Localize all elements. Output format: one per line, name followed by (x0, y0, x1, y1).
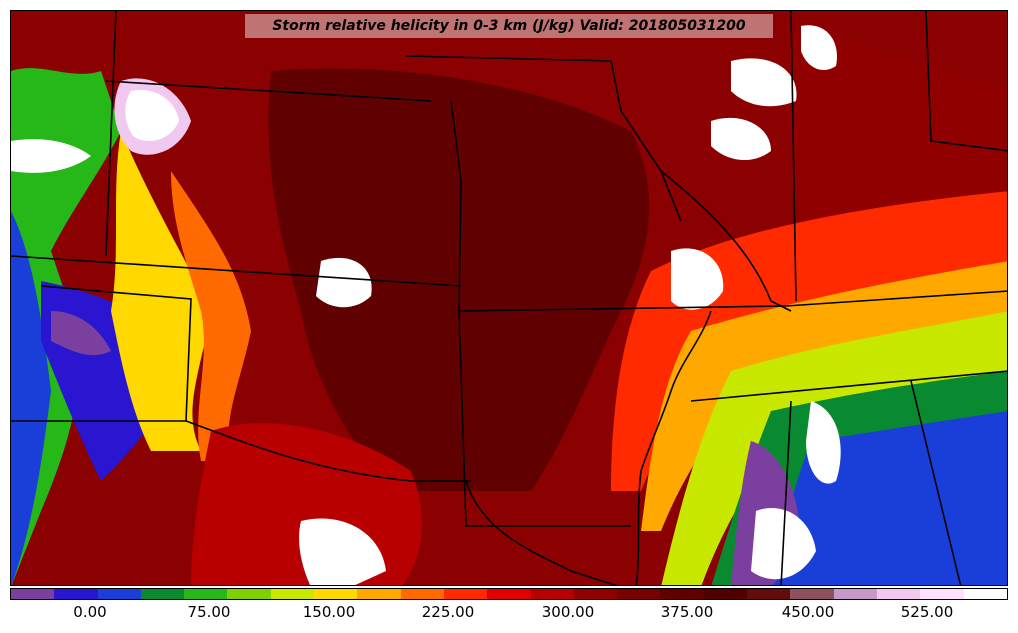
border-line (11, 255, 462, 287)
colorbar-swatch (747, 589, 791, 599)
east-orange-band (641, 261, 1007, 531)
colorbar-tick-label: 525.00 (900, 603, 954, 621)
colorbar-tick-label: 450.00 (781, 603, 835, 621)
east-white-patch (671, 248, 724, 310)
central-white-patch (316, 257, 372, 308)
colorbar-tick-label: 300.00 (541, 603, 595, 621)
colorbar (10, 588, 1008, 600)
map-title: Storm relative helicity in 0-3 km (J/kg)… (245, 14, 773, 38)
border-line (11, 285, 192, 422)
border-line (660, 170, 792, 312)
border-line (465, 480, 618, 585)
northeast-white-patch-1 (731, 58, 797, 107)
border-line (105, 11, 117, 257)
colorbar-tick-label: 375.00 (660, 603, 714, 621)
colorbar-swatch (270, 589, 315, 599)
border-line (458, 305, 787, 312)
colorbar-swatch (833, 589, 877, 599)
colorbar-swatch (660, 589, 704, 599)
colorbar-swatch (573, 589, 618, 599)
colorbar-swatch (876, 589, 921, 599)
colorbar-tick-label: 150.00 (302, 603, 356, 621)
colorbar-swatch (357, 589, 401, 599)
colorbar-tick-label: 0.00 (73, 603, 107, 621)
border-line (785, 290, 1007, 307)
northeast-white-patch-2 (801, 25, 837, 71)
colorbar-tick-label: 75.00 (187, 603, 231, 621)
colorbar-swatch (963, 589, 1007, 599)
border-line (690, 370, 1007, 402)
colorbar-swatch (227, 589, 271, 599)
northwest-white-patch (125, 90, 179, 141)
west-white-patch (11, 139, 91, 173)
colorbar-swatch (140, 589, 185, 599)
border-line (910, 380, 962, 585)
colorbar-swatch (54, 589, 98, 599)
southeast-white-patch (806, 401, 841, 484)
colorbar-swatch (487, 589, 531, 599)
colorbar-swatch (11, 589, 55, 599)
colorbar-swatch (530, 589, 574, 599)
colorbar-swatch (920, 589, 964, 599)
colorbar-swatch (617, 589, 661, 599)
border-line (925, 11, 1007, 152)
border-line (185, 420, 471, 482)
border-line (405, 55, 682, 222)
southwest-purple-patch (51, 311, 111, 356)
west-orange-band (171, 171, 251, 461)
state-boundaries (11, 11, 1007, 585)
colorbar-swatch (443, 589, 488, 599)
colorbar-tick-label: 225.00 (421, 603, 475, 621)
colorbar-labels: 0.00 75.00 150.00 225.00 300.00 375.00 450.00 5… (10, 603, 1008, 623)
colorbar-swatch (790, 589, 834, 599)
northeast-dark-red (787, 31, 1007, 251)
colorbar-swatch (97, 589, 141, 599)
colorbar-swatch (184, 589, 228, 599)
colorbar-swatch (703, 589, 748, 599)
map-panel (10, 10, 1008, 586)
helicity-map (11, 11, 1007, 585)
colorbar-swatch (400, 589, 444, 599)
west-blue-region (11, 211, 51, 585)
colorbar-swatch (314, 589, 358, 599)
west-yellow-band (111, 131, 211, 451)
border-line (780, 400, 792, 585)
river-boundary (635, 310, 712, 585)
northeast-white-patch-3 (711, 117, 771, 161)
border-line (105, 80, 432, 102)
south-white-patch-2 (299, 518, 386, 585)
border-line (790, 11, 797, 302)
